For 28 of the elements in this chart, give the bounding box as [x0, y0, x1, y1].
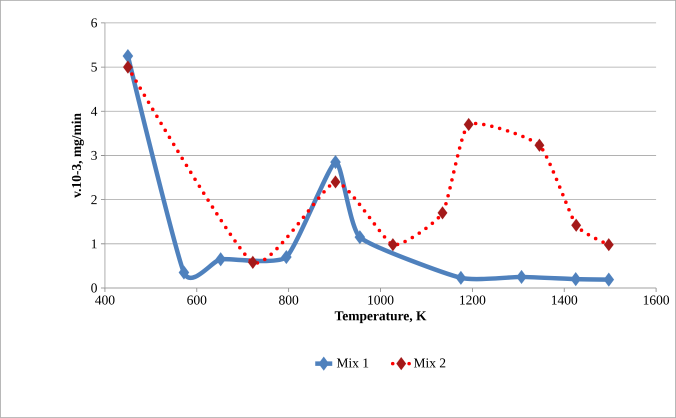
x-tick-label: 800 — [279, 296, 298, 305]
point — [215, 252, 226, 266]
x-tick-label: 1400 — [552, 296, 578, 305]
legend-label: Mix 1 — [336, 358, 368, 368]
point — [604, 272, 614, 287]
y-tick-label: 4 — [90, 106, 98, 116]
x-tick-label: 1600 — [644, 296, 670, 305]
x-tick-label: 400 — [95, 296, 115, 305]
y-tick-label: 2 — [91, 195, 97, 204]
y-tick-label: 1 — [92, 239, 97, 248]
y-tick-label: 5 — [91, 62, 97, 72]
point — [570, 272, 582, 286]
point — [456, 270, 466, 285]
x-axis-title: Temperature, K — [334, 311, 426, 324]
x-tick-label: 600 — [187, 296, 206, 305]
point — [516, 270, 527, 284]
x-tick-label: 1000 — [368, 296, 394, 305]
y-tick-label: 0 — [91, 283, 97, 293]
point — [354, 230, 366, 244]
point — [330, 155, 341, 170]
y-tick-label: 3 — [91, 150, 97, 160]
x-tick-label: 1200 — [460, 296, 486, 305]
y-axis-title: v.10-3, mg/min — [72, 113, 84, 198]
point — [122, 49, 134, 64]
legend-label: Mix 2 — [414, 358, 446, 368]
point — [281, 250, 292, 264]
point — [178, 266, 190, 280]
y-tick-label: 6 — [91, 18, 98, 28]
